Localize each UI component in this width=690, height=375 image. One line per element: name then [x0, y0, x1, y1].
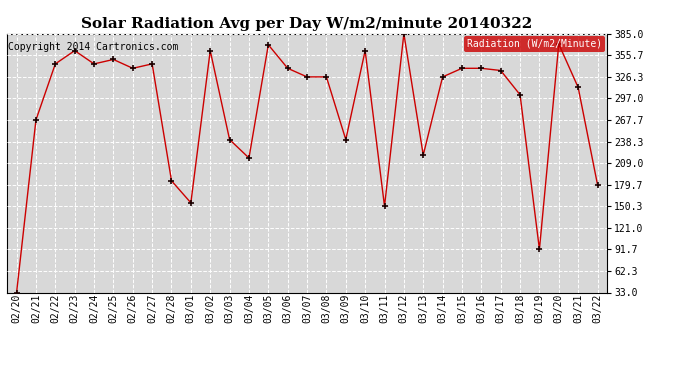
Title: Solar Radiation Avg per Day W/m2/minute 20140322: Solar Radiation Avg per Day W/m2/minute … [81, 17, 533, 31]
Legend: Radiation (W/m2/Minute): Radiation (W/m2/Minute) [464, 36, 605, 51]
Text: Copyright 2014 Cartronics.com: Copyright 2014 Cartronics.com [8, 42, 178, 51]
